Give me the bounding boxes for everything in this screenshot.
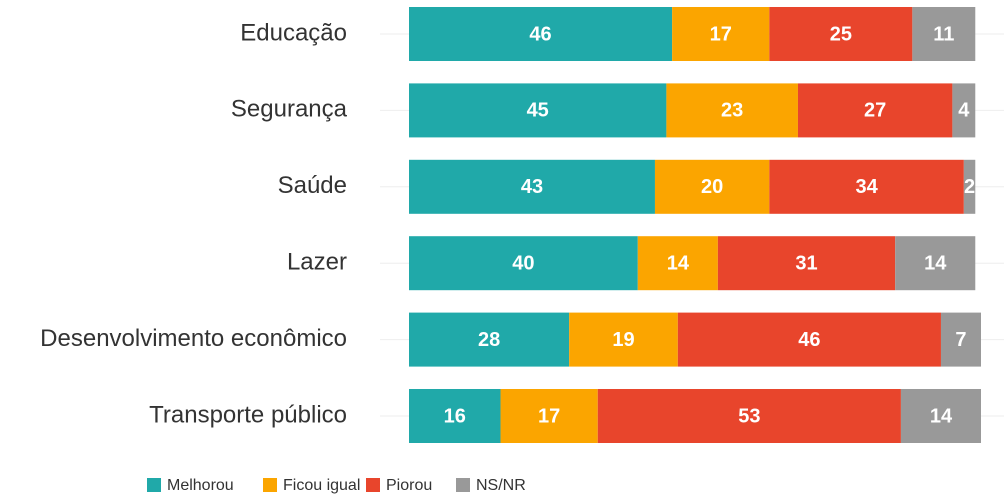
legend-swatch [147,478,161,492]
legend-label: Piorou [386,477,432,494]
bar-segment [666,83,798,138]
bar-segment [895,236,976,291]
value-label: 14 [667,252,690,274]
value-label: 4 [958,100,970,122]
value-label: 16 [444,405,466,427]
value-label: 40 [512,252,534,274]
legend-label: NS/NR [476,477,526,494]
value-label: 7 [955,329,966,351]
value-label: 14 [930,405,953,427]
value-label: 25 [830,23,852,45]
legend-swatch [366,478,380,492]
bar-segment [409,236,638,291]
category-label: Desenvolvimento econômico [40,325,347,352]
legend-label: Melhorou [167,477,234,494]
value-label: 46 [529,23,551,45]
legend-swatch [456,478,470,492]
bar-segment [500,389,598,443]
category-label: Segurança [231,96,348,123]
category-label: Lazer [287,249,347,276]
value-label: 28 [478,329,500,351]
value-label: 31 [795,252,817,274]
bar-segment [912,7,976,61]
bar-segment [637,236,718,291]
bar-segment [597,389,901,443]
bar-segment [963,159,976,214]
value-label: 43 [521,176,543,198]
bar-segment [409,389,501,443]
bar-segment [940,312,981,367]
bar-segment [569,312,678,367]
bar-segment [672,7,770,61]
value-label: 17 [538,405,560,427]
category-label: Educação [240,19,347,46]
category-label: Saúde [278,172,347,199]
legend-swatch [263,478,277,492]
bar-segment [769,7,913,61]
bar-segment [409,312,570,367]
bar-segment [677,312,941,367]
value-label: 46 [798,329,820,351]
bar-segment [654,159,770,214]
value-label: 23 [721,100,743,122]
value-label: 45 [527,100,549,122]
value-label: 14 [924,252,947,274]
value-label: 2 [964,176,975,198]
bar-segment [409,159,655,214]
category-label: Transporte público [149,401,347,428]
bar-segment [717,236,896,291]
value-label: 27 [864,100,886,122]
value-label: 34 [855,176,878,198]
bar-segment [797,83,953,138]
value-label: 53 [738,405,760,427]
value-label: 11 [933,23,954,45]
value-label: 17 [710,23,732,45]
legend-label: Ficou igual [283,477,360,494]
value-label: 19 [612,329,634,351]
bar-segment [769,159,964,214]
value-label: 20 [701,176,723,198]
bar-segment [409,7,673,61]
bar-segment [900,389,981,443]
bar-segment [952,83,976,138]
bar-segment [409,83,667,138]
